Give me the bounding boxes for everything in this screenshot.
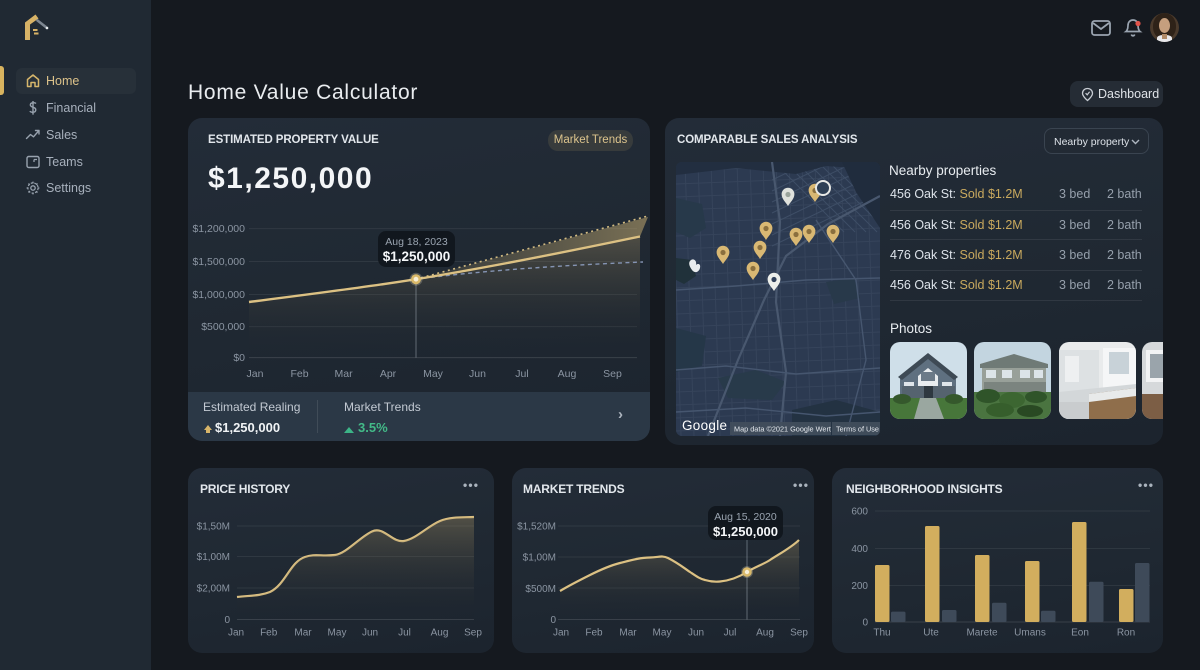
svg-text:Jul: Jul <box>724 628 737 639</box>
svg-text:600: 600 <box>851 507 868 518</box>
svg-text:$1,520M: $1,520M <box>517 522 556 533</box>
svg-text:Terms of Use: Terms of Use <box>836 425 879 434</box>
svg-text:Jun: Jun <box>688 628 704 639</box>
svg-text:0: 0 <box>550 615 556 626</box>
svg-text:Jan: Jan <box>247 368 264 380</box>
svg-text:Aug: Aug <box>756 628 774 639</box>
svg-text:Jul: Jul <box>515 368 528 380</box>
svg-text:Map data ©2021 Google Wert: Map data ©2021 Google Wert <box>734 425 831 434</box>
svg-text:$1,00M: $1,00M <box>523 553 556 564</box>
svg-text:$1,50M: $1,50M <box>197 522 230 533</box>
svg-text:Jan: Jan <box>553 628 569 639</box>
svg-text:Ute: Ute <box>923 628 939 639</box>
svg-text:Thu: Thu <box>873 628 890 639</box>
svg-text:Jan: Jan <box>228 628 244 639</box>
svg-text:May: May <box>423 368 444 380</box>
svg-text:Jun: Jun <box>469 368 486 380</box>
svg-text:Sep: Sep <box>464 628 482 639</box>
svg-text:Sep: Sep <box>790 628 808 639</box>
svg-text:$500M: $500M <box>525 584 556 595</box>
svg-text:$1,000,000: $1,000,000 <box>192 289 245 301</box>
svg-text:Eon: Eon <box>1071 628 1089 639</box>
svg-text:$500,000: $500,000 <box>201 321 245 333</box>
svg-text:May: May <box>328 628 347 639</box>
svg-text:0: 0 <box>862 618 868 629</box>
svg-text:400: 400 <box>851 544 868 555</box>
svg-text:0: 0 <box>224 615 230 626</box>
svg-text:Aug: Aug <box>431 628 449 639</box>
svg-text:Jun: Jun <box>362 628 378 639</box>
svg-text:Umans: Umans <box>1014 628 1046 639</box>
svg-text:Google: Google <box>682 418 727 433</box>
svg-text:$0: $0 <box>233 352 245 364</box>
svg-text:Sep: Sep <box>603 368 622 380</box>
svg-text:Mar: Mar <box>294 628 312 639</box>
svg-text:Mar: Mar <box>335 368 354 380</box>
svg-text:Marete: Marete <box>966 628 998 639</box>
svg-text:Aug: Aug <box>558 368 577 380</box>
svg-text:$1,00M: $1,00M <box>197 552 230 563</box>
svg-text:Feb: Feb <box>260 628 278 639</box>
svg-text:$1,500,000: $1,500,000 <box>192 256 245 268</box>
svg-text:Feb: Feb <box>585 628 603 639</box>
svg-text:Feb: Feb <box>290 368 308 380</box>
svg-text:Mar: Mar <box>619 628 637 639</box>
svg-text:$1,200,000: $1,200,000 <box>192 223 245 235</box>
svg-text:$2,00M: $2,00M <box>197 584 230 595</box>
svg-text:Apr: Apr <box>380 368 397 380</box>
svg-text:Jul: Jul <box>398 628 411 639</box>
svg-text:200: 200 <box>851 581 868 592</box>
svg-text:Ron: Ron <box>1117 628 1135 639</box>
svg-text:May: May <box>653 628 672 639</box>
